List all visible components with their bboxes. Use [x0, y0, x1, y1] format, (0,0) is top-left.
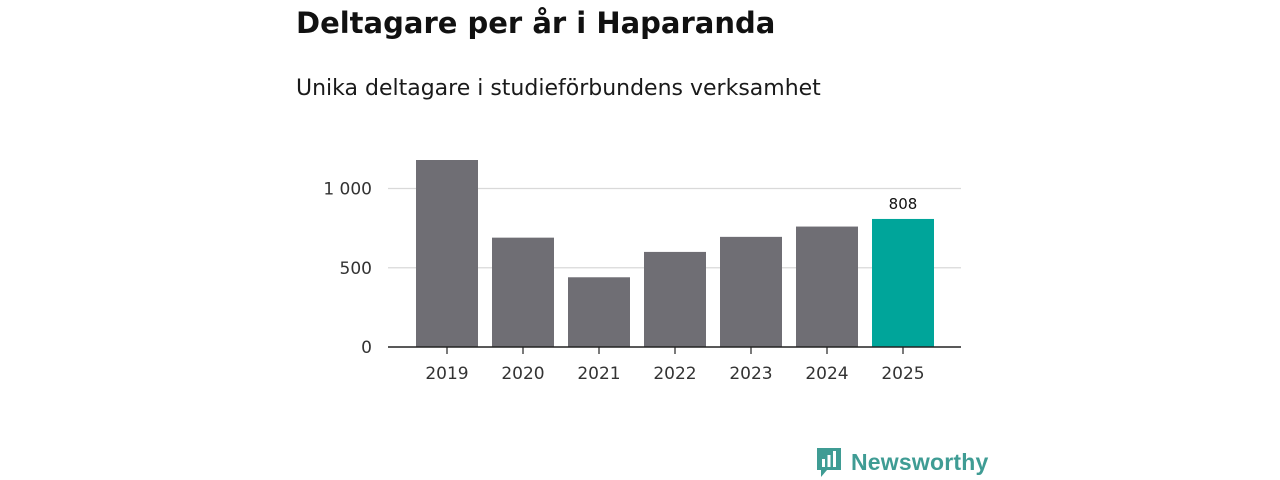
- x-tick-label: 2025: [881, 364, 924, 384]
- y-tick-label: 500: [340, 259, 372, 279]
- bar: [796, 226, 858, 347]
- x-tick-label: 2020: [501, 364, 544, 384]
- bar: [720, 236, 782, 347]
- x-tick-label: 2019: [425, 364, 468, 384]
- bar: [492, 237, 554, 347]
- data-label: 808: [889, 195, 918, 213]
- bar-chart: 0 500 1 000 2019 2020 2021 2022 2023 2024 2025 808: [323, 160, 961, 384]
- bar: [644, 251, 706, 347]
- x-tick-label: 2021: [577, 364, 620, 384]
- bar: [872, 218, 934, 347]
- bar: [568, 277, 630, 347]
- newsworthy-logo-icon: [817, 448, 841, 477]
- brand-name: Newsworthy: [851, 448, 989, 475]
- brand-logo: Newsworthy: [815, 446, 988, 478]
- x-tick-label: 2023: [729, 364, 772, 384]
- bar: [416, 160, 478, 347]
- x-tick-label: 2022: [653, 364, 696, 384]
- chart-title: Deltagare per år i Haparanda: [296, 6, 776, 40]
- y-tick-label: 0: [361, 338, 372, 358]
- chart-subtitle: Unika deltagare i studieförbundens verks…: [296, 76, 821, 101]
- y-tick-label: 1 000: [323, 180, 372, 200]
- x-tick-label: 2024: [805, 364, 848, 384]
